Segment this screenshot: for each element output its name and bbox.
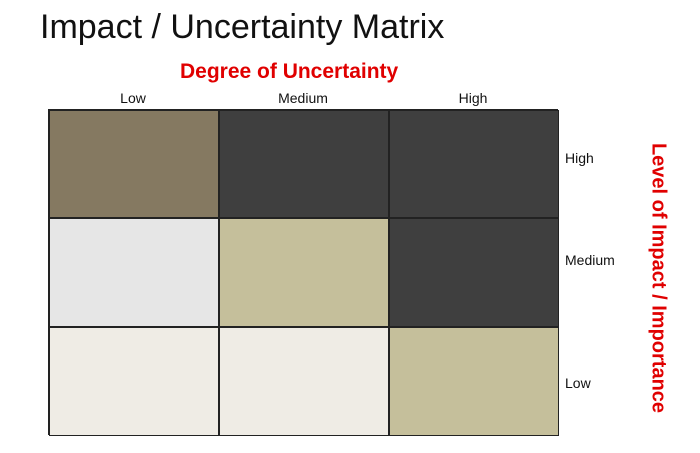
column-label-medium: Medium bbox=[278, 90, 328, 106]
matrix-cell bbox=[389, 327, 559, 436]
matrix-cell bbox=[49, 218, 219, 327]
column-label-low: Low bbox=[120, 90, 146, 106]
column-label-high: High bbox=[458, 90, 488, 106]
matrix-cell bbox=[389, 110, 559, 218]
page-title: Impact / Uncertainty Matrix bbox=[40, 8, 445, 46]
matrix-cell bbox=[219, 327, 389, 436]
matrix-cell bbox=[219, 218, 389, 327]
matrix-cell bbox=[49, 110, 219, 218]
row-label-high: High bbox=[565, 150, 594, 166]
matrix-cell bbox=[389, 218, 559, 327]
matrix-cell bbox=[219, 110, 389, 218]
x-axis-title: Degree of Uncertainty bbox=[180, 60, 399, 83]
row-label-medium: Medium bbox=[565, 252, 615, 268]
matrix-cell bbox=[49, 327, 219, 436]
y-axis-title: Level of Impact / Importance bbox=[647, 142, 670, 414]
row-label-low: Low bbox=[565, 375, 591, 391]
matrix-grid bbox=[48, 109, 559, 436]
